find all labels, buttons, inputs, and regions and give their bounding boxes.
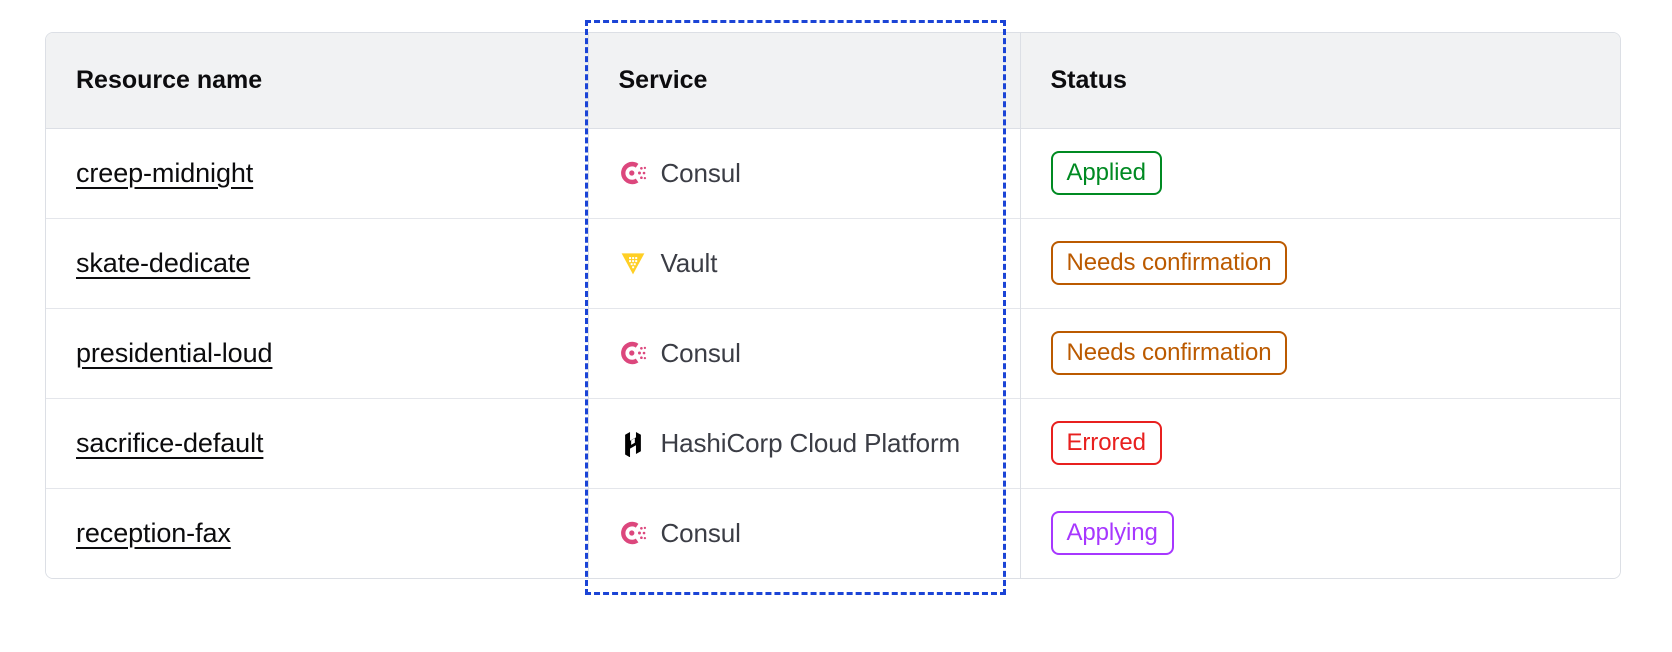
status-badge: Errored [1050,421,1162,465]
table-body: creep-midnight Consul Applied skate-dedicat… [46,128,1620,578]
consul-icon [620,341,646,365]
cell-status: Needs confirmation [1019,217,1620,308]
cell-status: Applied [1019,128,1620,218]
resource-name-link[interactable]: reception-fax [76,517,231,548]
cell-service: Vault [587,217,1020,308]
consul-icon [620,522,646,545]
cell-status: Applying [1019,487,1620,578]
cell-service: Consul [587,128,1020,218]
cell-status: Needs confirmation [1019,307,1620,398]
column-header-status[interactable]: Status [1019,33,1620,129]
resource-name-link[interactable]: sacrifice-default [76,427,264,458]
resources-table: Resource name Service Status creep-midni… [46,33,1620,578]
cell-service: HashiCorp Cloud Platform [587,397,1020,488]
service-item: Vault [619,248,1020,279]
table-row: creep-midnight Consul Applied [46,128,1620,218]
table-header-row: Resource name Service Status [46,33,1620,129]
cell-resource-name: skate-dedicate [46,217,588,308]
service-label: Consul [660,337,741,368]
cell-service: Consul [587,487,1020,578]
service-label: Consul [660,157,741,188]
resources-table-container: Resource name Service Status creep-midni… [45,32,1621,579]
service-item: HashiCorp Cloud Platform [619,428,1020,459]
status-badge: Needs confirmation [1050,241,1288,285]
cell-resource-name: sacrifice-default [46,397,588,488]
status-badge: Applied [1050,151,1162,195]
service-item: Consul [619,338,1020,369]
cell-resource-name: reception-fax [46,487,588,578]
service-label: Consul [660,517,741,548]
table-row: presidential-loud Consul Needs confirmatio… [46,307,1620,398]
hashicorp-icon [624,431,641,457]
table-row: reception-fax Consul Applying [46,487,1620,578]
service-label: Vault [660,247,718,278]
service-item: Consul [619,158,1020,189]
table-header: Resource name Service Status [46,33,1620,129]
resource-name-link[interactable]: creep-midnight [76,157,254,188]
column-header-service[interactable]: Service [587,33,1020,129]
cell-status: Errored [1019,397,1620,488]
service-item: Consul [619,518,1020,549]
service-label: HashiCorp Cloud Platform [660,427,961,458]
status-badge: Applying [1050,511,1174,556]
column-header-resource-name[interactable]: Resource name [46,33,588,129]
resource-name-link[interactable]: presidential-loud [76,337,273,368]
cell-resource-name: presidential-loud [46,307,588,398]
consul-icon [620,161,646,185]
vault-icon [621,253,644,275]
cell-resource-name: creep-midnight [46,128,588,218]
table-row: skate-dedicate Vault Needs confirmation [46,217,1620,308]
resource-name-link[interactable]: skate-dedicate [76,247,251,278]
status-badge: Needs confirmation [1050,331,1288,375]
cell-service: Consul [587,307,1020,398]
table-row: sacrifice-default HashiCorp Cloud Platfor… [46,397,1620,488]
